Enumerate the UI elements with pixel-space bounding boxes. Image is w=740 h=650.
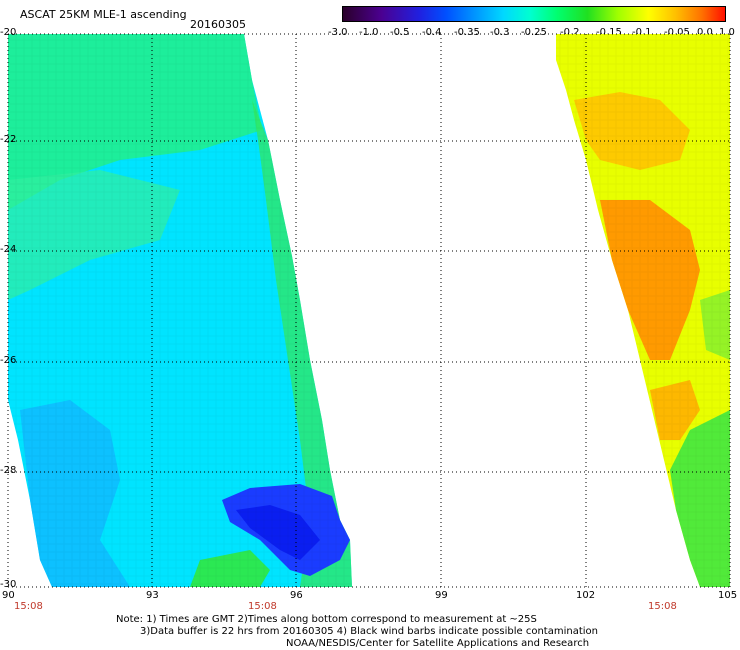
map-date: 20160305 xyxy=(190,18,246,31)
colorbar-label: -0.35 xyxy=(454,27,480,38)
lon-label: 93 xyxy=(146,590,159,601)
lat-label: -30 xyxy=(0,579,17,590)
colorbar-labels: -3.0 -1.0 -0.5 -0.4 -0.35 -0.3 -0.25 -0.… xyxy=(328,27,735,41)
lon-label: 102 xyxy=(576,590,596,601)
lon-label: 99 xyxy=(435,590,448,601)
lon-label: 96 xyxy=(290,590,303,601)
colorbar-label: -0.4 xyxy=(422,27,442,38)
colorbar xyxy=(342,6,726,22)
lon-label: 90 xyxy=(2,590,15,601)
colorbar-label: -0.15 xyxy=(596,27,622,38)
time-label: 15:08 xyxy=(248,601,277,612)
left-swath-pixels xyxy=(8,34,352,587)
colorbar-label: -1.0 xyxy=(359,27,379,38)
right-swath-pixels xyxy=(556,34,730,587)
colorbar-label: -0.1 xyxy=(632,27,652,38)
colorbar-label: -0.25 xyxy=(521,27,547,38)
colorbar-label: 0.0 xyxy=(697,27,713,38)
lat-label: -28 xyxy=(0,465,17,476)
colorbar-label: -0.2 xyxy=(560,27,580,38)
lat-label: -26 xyxy=(0,355,17,366)
time-label: 15:08 xyxy=(14,601,43,612)
left-swath xyxy=(8,34,352,587)
colorbar-label: 1.0 xyxy=(719,27,735,38)
lat-label: -22 xyxy=(0,134,17,145)
map-title: ASCAT 25KM MLE-1 ascending xyxy=(20,8,187,21)
colorbar-label: -0.3 xyxy=(490,27,510,38)
lat-label: -20 xyxy=(0,27,17,38)
lon-label: 105 xyxy=(718,590,738,601)
grid-lines xyxy=(7,33,731,588)
colorbar-label: -0.05 xyxy=(664,27,690,38)
colorbar-label: -0.5 xyxy=(390,27,410,38)
colorbar-gradient xyxy=(343,7,725,21)
lat-label: -24 xyxy=(0,244,17,255)
time-label: 15:08 xyxy=(648,601,677,612)
colorbar-label: -3.0 xyxy=(328,27,348,38)
note-line-1: Note: 1) Times are GMT 2)Times along bot… xyxy=(116,614,537,625)
right-swath xyxy=(556,34,730,587)
note-line-2: 3)Data buffer is 22 hrs from 20160305 4)… xyxy=(140,626,598,637)
note-line-3: NOAA/NESDIS/Center for Satellite Applica… xyxy=(286,638,590,649)
